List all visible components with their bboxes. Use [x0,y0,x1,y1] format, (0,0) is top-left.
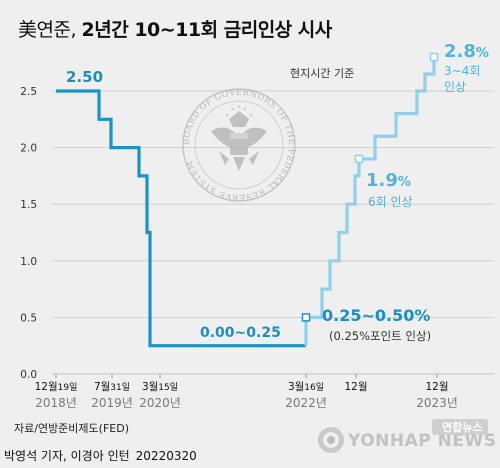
y-tick-label: 0.5 [20,312,37,324]
label-end-value: 2.8% [444,41,489,62]
y-axis: 0.0 0.5 1.0 1.5 2.0 2.5 [20,86,37,381]
x-tick-label: 12월 [425,381,448,393]
label-end-note-1: 3~4회 [444,64,480,78]
x-tick-label: 3월15일 [142,381,178,393]
y-tick-label: 0.0 [20,369,37,381]
marker-2022-end [354,154,364,164]
series-actual-line [56,89,306,348]
source-note: 자료/연방준비제도(FED) [14,422,129,435]
chart-title: 美연준, 2년간 10∼11회 금리인상 시사 [18,19,333,41]
y-tick-label: 1.0 [20,256,37,268]
y-tick-label: 2.0 [20,143,37,155]
x-year-label: 2020년 [139,396,181,410]
series-projected-line [304,57,436,346]
svg-text:YONHAP NEWS: YONHAP NEWS [347,431,496,451]
fed-seal-logo: BOARD OF GOVERNORS OF THE FEDERAL RESERV… [181,87,297,203]
x-tick-label: 7월31일 [94,381,130,393]
label-hike-range: 0.25~0.50% [322,306,430,325]
x-tick-label: 12월19일 [35,381,78,393]
yonhap-news-logo: YONHAP NEWS 연합뉴스 [318,419,496,453]
x-tick-label: 12월 [344,381,367,393]
title-prefix: 美연준, [18,19,82,41]
x-year-label: 2019년 [91,396,133,410]
x-axis: 12월19일 2018년 7월31일 2019년 3월15일 2020년 3월16일 2022… [35,374,458,410]
label-end-note-2: 인상 [444,80,466,94]
title-main: 2년간 10∼11회 금리인상 시사 [82,19,333,41]
x-year-label: 2022년 [285,396,327,410]
label-hike-note: (0.25%포인트 인상) [329,329,431,343]
y-tick-label: 2.5 [20,86,37,98]
chart-subtitle: 현지시간 기준 [290,67,354,80]
credit-line: 박영석 기자, 이경아 인턴 20220320 [4,449,197,463]
svg-text:연합뉴스: 연합뉴스 [442,420,482,434]
y-tick-label: 1.5 [20,199,37,211]
marker-hike-start [301,313,311,322]
marker-2023-end [429,52,439,62]
x-year-label: 2023년 [416,396,458,410]
label-zero-range: 0.00~0.25 [200,325,281,341]
x-tick-label: 3월16일 [288,381,324,393]
label-mid-value: 1.9% [366,170,411,191]
label-mid-note: 6회 인상 [368,195,413,209]
label-start-rate: 2.50 [66,68,103,86]
x-year-label: 2018년 [35,396,77,410]
